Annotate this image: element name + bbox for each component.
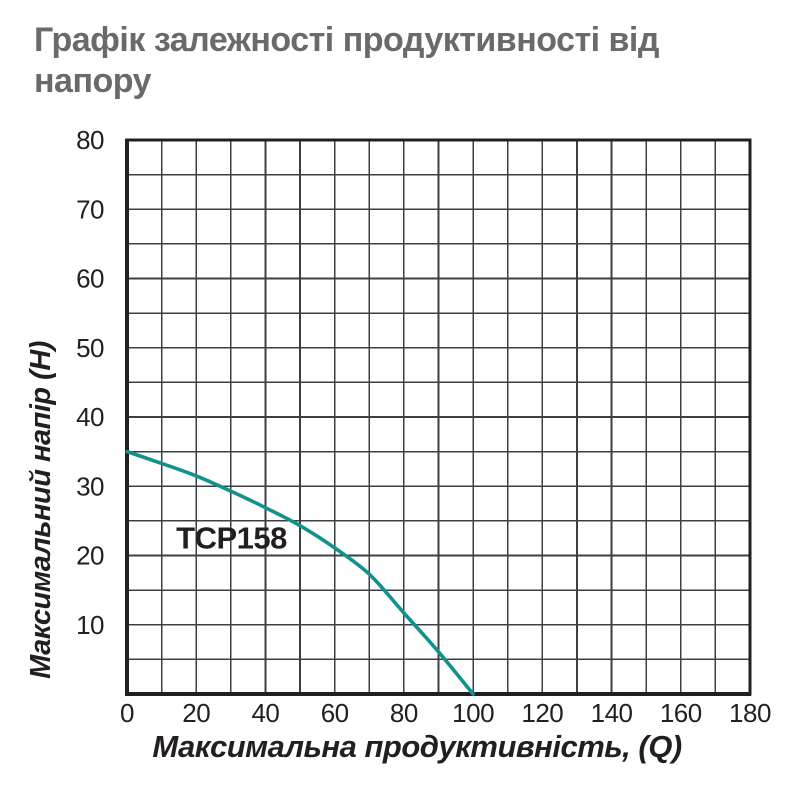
series-label-tcp158: TCP158 — [176, 521, 287, 556]
y-axis-title: Максимальний напір (H) — [25, 341, 57, 679]
page-title-line-1: Графік залежності продуктивності від — [34, 21, 659, 59]
x-tick-label: 120 — [521, 698, 563, 728]
x-tick-label: 140 — [591, 698, 633, 728]
x-tick-label: 60 — [321, 698, 349, 728]
series-curve-tcp158 — [125, 449, 475, 696]
x-tick-label: 20 — [182, 698, 210, 728]
x-tick-label: 40 — [251, 698, 279, 728]
y-tick-label: 30 — [76, 471, 104, 501]
x-tick-label: 0 — [120, 698, 134, 728]
x-tick-label: 180 — [729, 698, 771, 728]
page-title: Графік залежності продуктивності від напо… — [34, 20, 764, 103]
x-tick-label: 100 — [452, 698, 494, 728]
grid-lines — [127, 140, 750, 694]
y-tick-label: 40 — [76, 402, 104, 432]
x-axis-title: Максимальна продуктивність, (Q) — [152, 729, 682, 764]
page-title-line-2: напору — [34, 62, 151, 101]
x-tick-label: 160 — [660, 698, 702, 728]
y-tick-label: 60 — [76, 264, 104, 294]
y-tick-label: 70 — [76, 194, 104, 224]
y-tick-label: 50 — [76, 333, 104, 363]
y-tick-label: 20 — [76, 541, 104, 571]
x-tick-label: 80 — [390, 698, 418, 728]
y-tick-label: 10 — [76, 610, 104, 640]
y-tick-label: 80 — [76, 125, 104, 155]
